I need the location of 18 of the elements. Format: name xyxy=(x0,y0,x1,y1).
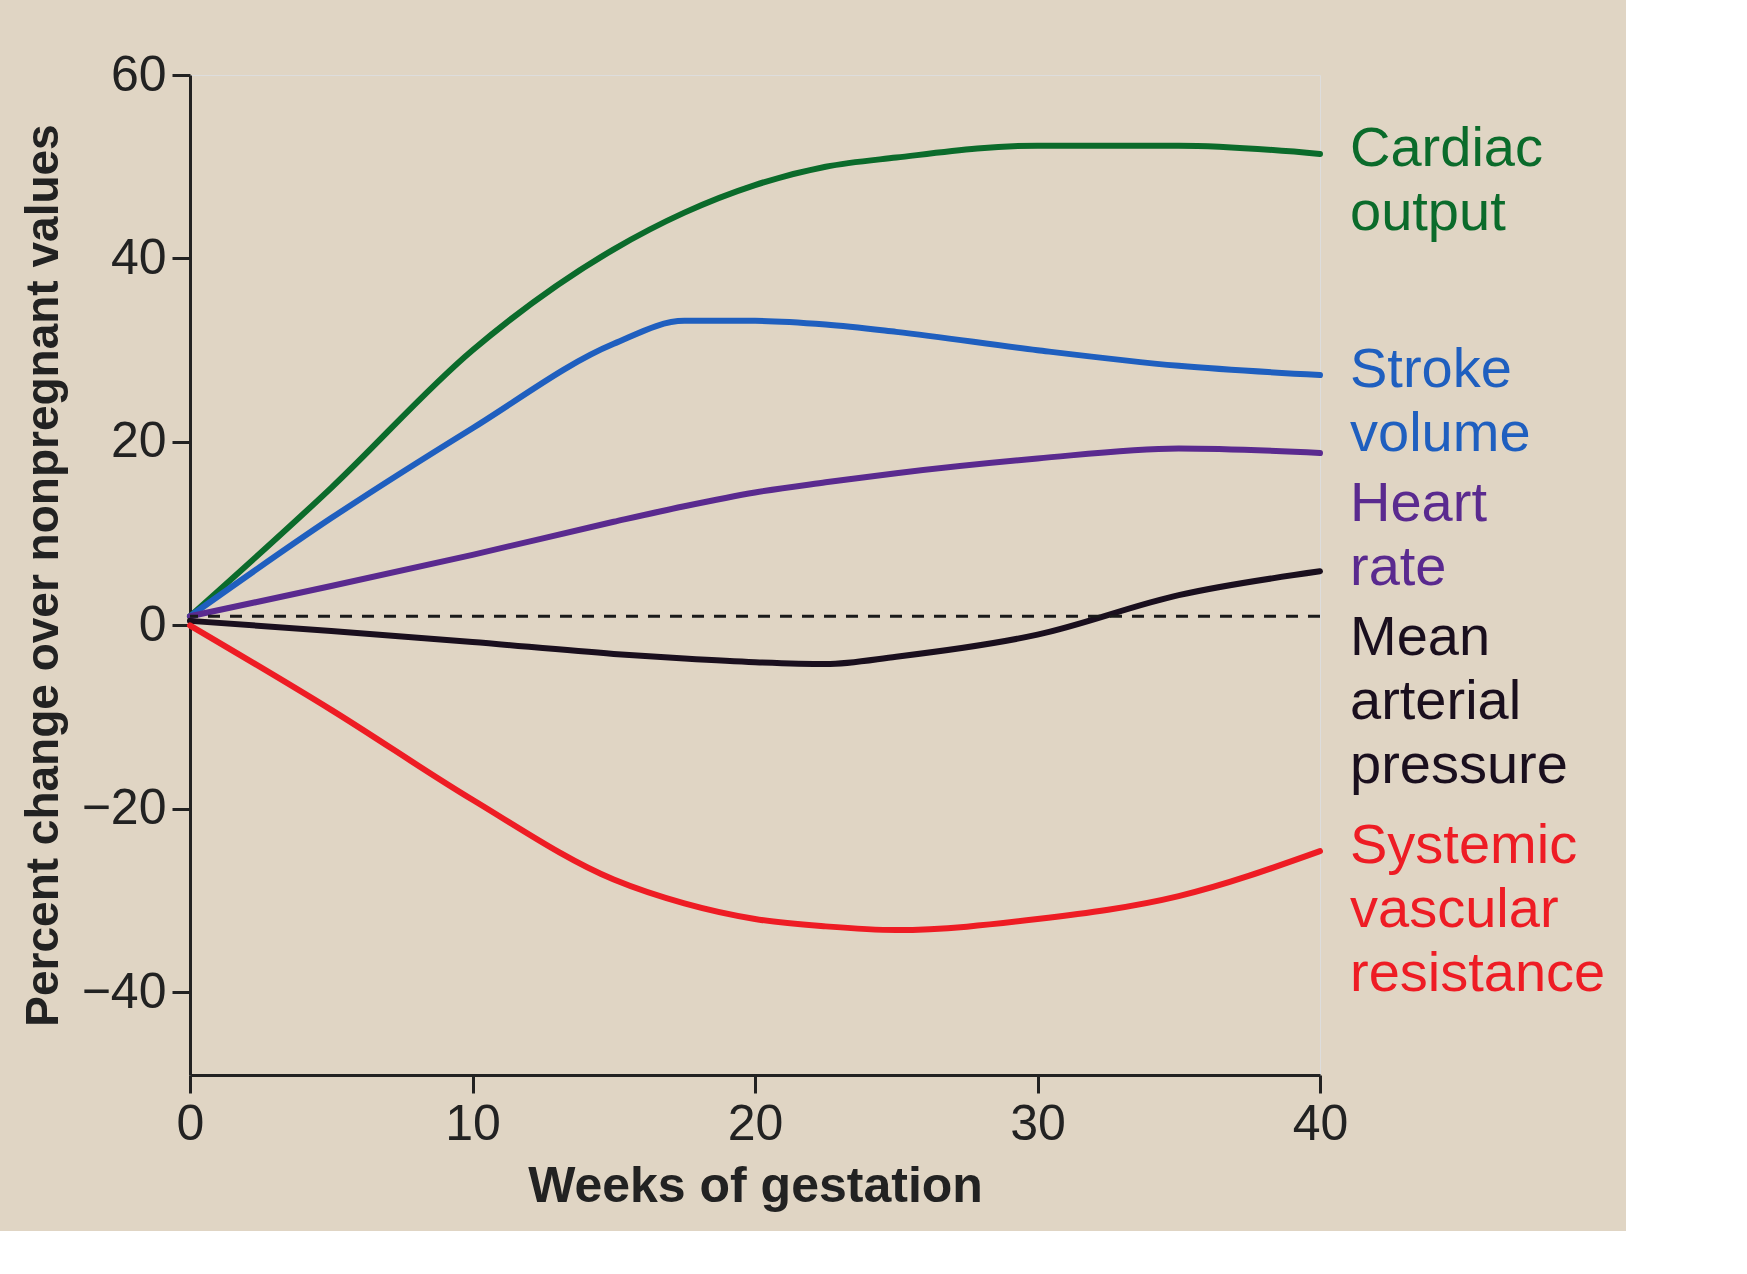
x-tick-label: 20 xyxy=(727,1094,784,1151)
y-tick-label: −40 xyxy=(81,962,167,1019)
series-label: Mean arterial pressure xyxy=(1350,604,1568,795)
series-label: Systemic vascular resistance xyxy=(1350,812,1606,1004)
y-tick-label: −20 xyxy=(81,779,167,836)
y-tick-label: 40 xyxy=(110,228,167,285)
y-tick-label: 0 xyxy=(138,595,167,652)
x-tick-label: 40 xyxy=(1292,1094,1349,1151)
x-axis-title: Weeks of gestation xyxy=(528,1156,983,1213)
x-tick-label: 30 xyxy=(1010,1094,1066,1151)
x-tick-label: 0 xyxy=(176,1094,205,1151)
y-axis-title: Percent change over nonpregnant values xyxy=(15,124,68,1027)
series-label: Cardiac output xyxy=(1350,114,1543,242)
y-tick-label: 20 xyxy=(110,412,167,469)
series-label: Stroke volume xyxy=(1350,336,1531,463)
series-label: Heart rate xyxy=(1350,470,1488,597)
x-tick-label: 10 xyxy=(445,1094,501,1151)
y-tick-label: 60 xyxy=(110,45,167,102)
